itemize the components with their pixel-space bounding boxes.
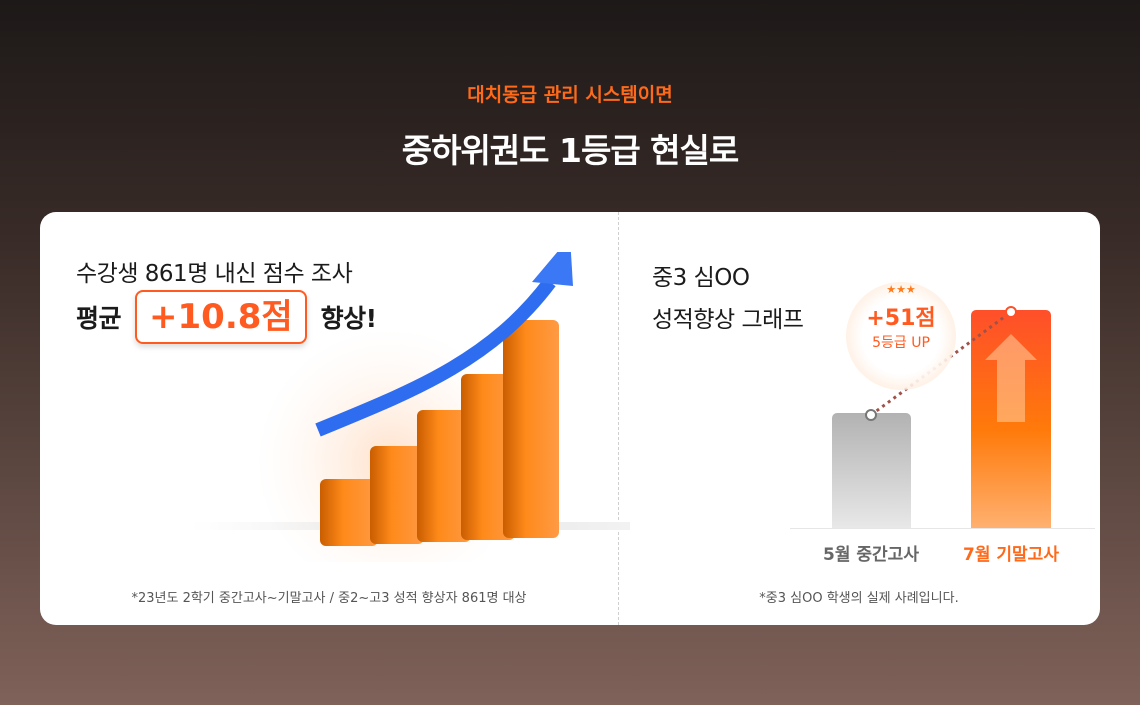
score-badge: ★★★ +51점 5등급 UP — [846, 282, 956, 390]
point-july — [1005, 306, 1017, 318]
info-card: 수강생 861명 내신 점수 조사 평균 +10.8점 향상! *23년도 2학… — [40, 212, 1100, 625]
headline: 중하위권도 1등급 현실로 — [401, 131, 740, 170]
average-suffix: 향상! — [320, 304, 377, 333]
baseline — [790, 528, 1095, 529]
arrow-icon — [315, 277, 556, 437]
growth-illustration — [190, 252, 630, 562]
average-prefix: 평균 — [76, 304, 122, 333]
right-footnote: *중3 심OO 학생의 실제 사례입니다. — [759, 591, 959, 606]
point-may — [865, 409, 877, 421]
divider — [618, 212, 619, 625]
bar-label-july: 7월 기말고사 — [963, 545, 1059, 565]
bar-may — [832, 413, 911, 528]
left-footnote: *23년도 2학기 중간고사~기말고사 / 중2~고3 성적 향상자 861명 … — [131, 591, 527, 606]
right-title-line2: 성적향상 그래프 — [652, 307, 804, 333]
bar-label-may: 5월 중간고사 — [823, 545, 919, 565]
bar-2 — [370, 446, 424, 544]
up-arrow-icon — [985, 334, 1037, 422]
badge-grade: 5등급 UP — [872, 335, 930, 351]
average-highlight: +10.8점 — [135, 290, 307, 344]
right-title-line1: 중3 심OO — [652, 265, 750, 291]
bar-5 — [503, 320, 559, 538]
bar-july — [971, 310, 1051, 528]
left-title: 수강생 861명 내신 점수 조사 — [76, 261, 353, 287]
average-line: 평균 +10.8점 향상! — [76, 290, 377, 344]
bar-3 — [417, 410, 471, 542]
stars-icon: ★★★ — [886, 283, 916, 296]
badge-score: +51점 — [866, 306, 936, 331]
eyebrow-text: 대치동급 관리 시스템이면 — [467, 84, 673, 106]
bar-4 — [461, 374, 515, 540]
arrow-head-icon — [532, 252, 573, 286]
bar-1 — [320, 479, 378, 546]
